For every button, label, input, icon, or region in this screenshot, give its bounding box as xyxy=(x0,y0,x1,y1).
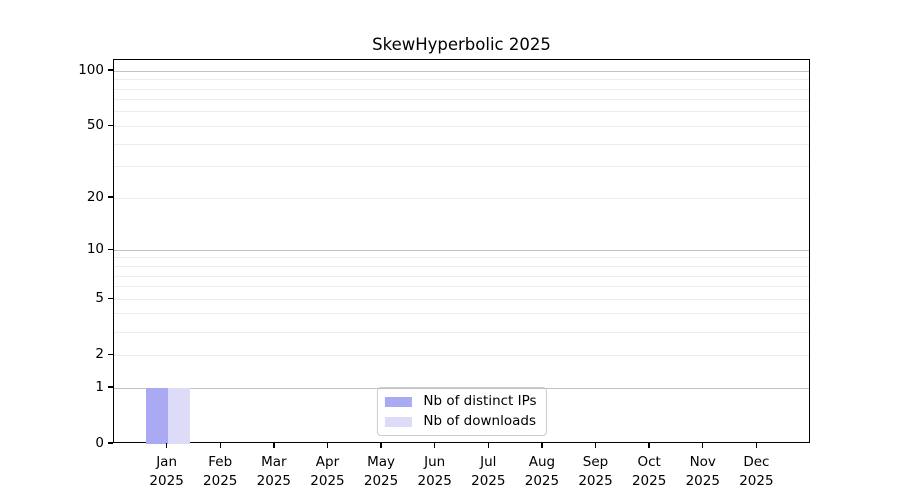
x-tick-month: Jun xyxy=(424,454,446,470)
y-tick-mark xyxy=(108,297,113,299)
gridline-minor xyxy=(114,111,809,113)
x-tick-mark xyxy=(165,443,168,448)
gridline-minor xyxy=(114,331,809,333)
y-tick-mark xyxy=(108,386,113,388)
chart-title: SkewHyperbolic 2025 xyxy=(372,35,551,54)
y-tick-mark xyxy=(108,69,113,71)
y-axis-tick-label: 0 xyxy=(95,435,104,451)
x-tick-mark xyxy=(487,443,489,448)
gridline-major xyxy=(114,249,809,251)
gridline-minor xyxy=(114,125,809,127)
y-axis-tick-label: 5 xyxy=(95,290,104,307)
x-tick-month: Mar xyxy=(261,454,287,470)
x-tick-year: 2025 xyxy=(363,473,399,489)
x-tick-year: 2025 xyxy=(203,473,238,489)
gridline-minor xyxy=(114,79,809,81)
gridline-minor xyxy=(114,166,809,168)
legend-label-distinct-ips: Nb of distinct IPs xyxy=(423,393,537,409)
y-axis-tick-label: 2 xyxy=(95,346,104,363)
x-tick-year: 2025 xyxy=(739,473,774,489)
x-tick-mark xyxy=(648,443,650,448)
x-tick-month: Aug xyxy=(528,454,556,470)
legend-entry-downloads: Nb of downloads xyxy=(384,413,536,430)
gridline-major xyxy=(114,70,809,72)
x-tick-month: Nov xyxy=(689,454,716,470)
y-axis-tick-label: 1 xyxy=(95,379,104,395)
gridline-minor xyxy=(114,257,809,259)
y-axis-tick-label: 20 xyxy=(86,189,104,206)
x-tick-mark xyxy=(702,443,704,448)
x-axis-tick-label: Dec 2025 xyxy=(721,453,791,491)
x-tick-month: Jul xyxy=(480,454,497,470)
gridline-minor xyxy=(114,354,809,356)
x-tick-year: 2025 xyxy=(524,473,560,489)
x-tick-year: 2025 xyxy=(310,473,345,489)
plot-area: Nb of distinct IPs Nb of downloads xyxy=(113,59,810,444)
x-axis-tick-label: May 2025 xyxy=(346,453,416,491)
x-axis-tick-label: Oct 2025 xyxy=(614,453,684,491)
y-tick-mark xyxy=(108,442,113,444)
y-tick-mark xyxy=(108,248,113,250)
x-axis-tick-label: Nov 2025 xyxy=(668,453,738,491)
y-tick-mark xyxy=(108,196,113,198)
x-tick-year: 2025 xyxy=(417,473,452,489)
x-tick-year: 2025 xyxy=(149,473,184,489)
x-tick-month: Feb xyxy=(208,454,233,470)
x-tick-mark xyxy=(219,443,221,448)
x-tick-month: Oct xyxy=(637,454,661,470)
y-axis-tick-label: 100 xyxy=(78,62,104,79)
x-tick-mark xyxy=(433,443,436,448)
x-tick-year: 2025 xyxy=(631,473,667,489)
x-tick-mark xyxy=(380,443,382,448)
gridline-minor xyxy=(114,197,809,199)
legend-swatch-downloads xyxy=(384,416,412,427)
gridline-minor xyxy=(114,88,809,90)
x-tick-mark xyxy=(541,443,543,448)
x-tick-mark xyxy=(273,443,275,448)
gridline-minor xyxy=(114,313,809,315)
x-axis-tick-label: Jul 2025 xyxy=(453,453,523,491)
x-tick-mark xyxy=(594,443,597,448)
legend: Nb of distinct IPs Nb of downloads xyxy=(376,387,547,436)
x-tick-mark xyxy=(755,443,758,448)
gridline-minor xyxy=(114,143,809,145)
x-axis-tick-label: Jun 2025 xyxy=(400,453,470,491)
x-tick-month: Sep xyxy=(582,454,609,470)
x-tick-year: 2025 xyxy=(471,473,506,489)
gridline-minor xyxy=(114,275,809,277)
x-axis-tick-label: Mar 2025 xyxy=(239,453,309,491)
x-tick-month: Apr xyxy=(315,454,340,470)
legend-swatch-distinct-ips xyxy=(384,396,412,407)
x-tick-year: 2025 xyxy=(578,473,613,489)
y-axis-tick-label: 50 xyxy=(86,117,104,134)
x-tick-year: 2025 xyxy=(256,473,292,489)
x-axis-tick-label: Aug 2025 xyxy=(507,453,577,491)
x-tick-month: Dec xyxy=(743,454,770,470)
gridline-minor xyxy=(114,99,809,101)
bar-distinct-ips xyxy=(145,388,168,444)
y-tick-mark xyxy=(108,124,113,127)
x-axis-tick-label: Feb 2025 xyxy=(185,453,255,491)
x-tick-month: Jan xyxy=(156,454,178,470)
x-axis-tick-label: Jan 2025 xyxy=(132,453,202,491)
gridline-minor xyxy=(114,266,809,267)
legend-entry-distinct-ips: Nb of distinct IPs xyxy=(384,393,537,410)
bar-downloads xyxy=(167,388,190,444)
x-tick-month: May xyxy=(367,454,396,470)
x-tick-mark xyxy=(326,443,329,448)
x-axis-tick-label: Sep 2025 xyxy=(561,453,631,491)
x-axis-tick-label: Apr 2025 xyxy=(292,453,362,491)
gridline-major xyxy=(114,387,809,389)
y-axis-tick-label: 10 xyxy=(86,241,104,258)
gridline-minor xyxy=(114,298,809,300)
x-tick-year: 2025 xyxy=(685,473,720,489)
legend-label-downloads: Nb of downloads xyxy=(423,413,536,429)
gridline-minor xyxy=(114,286,809,288)
y-tick-mark xyxy=(108,353,113,355)
